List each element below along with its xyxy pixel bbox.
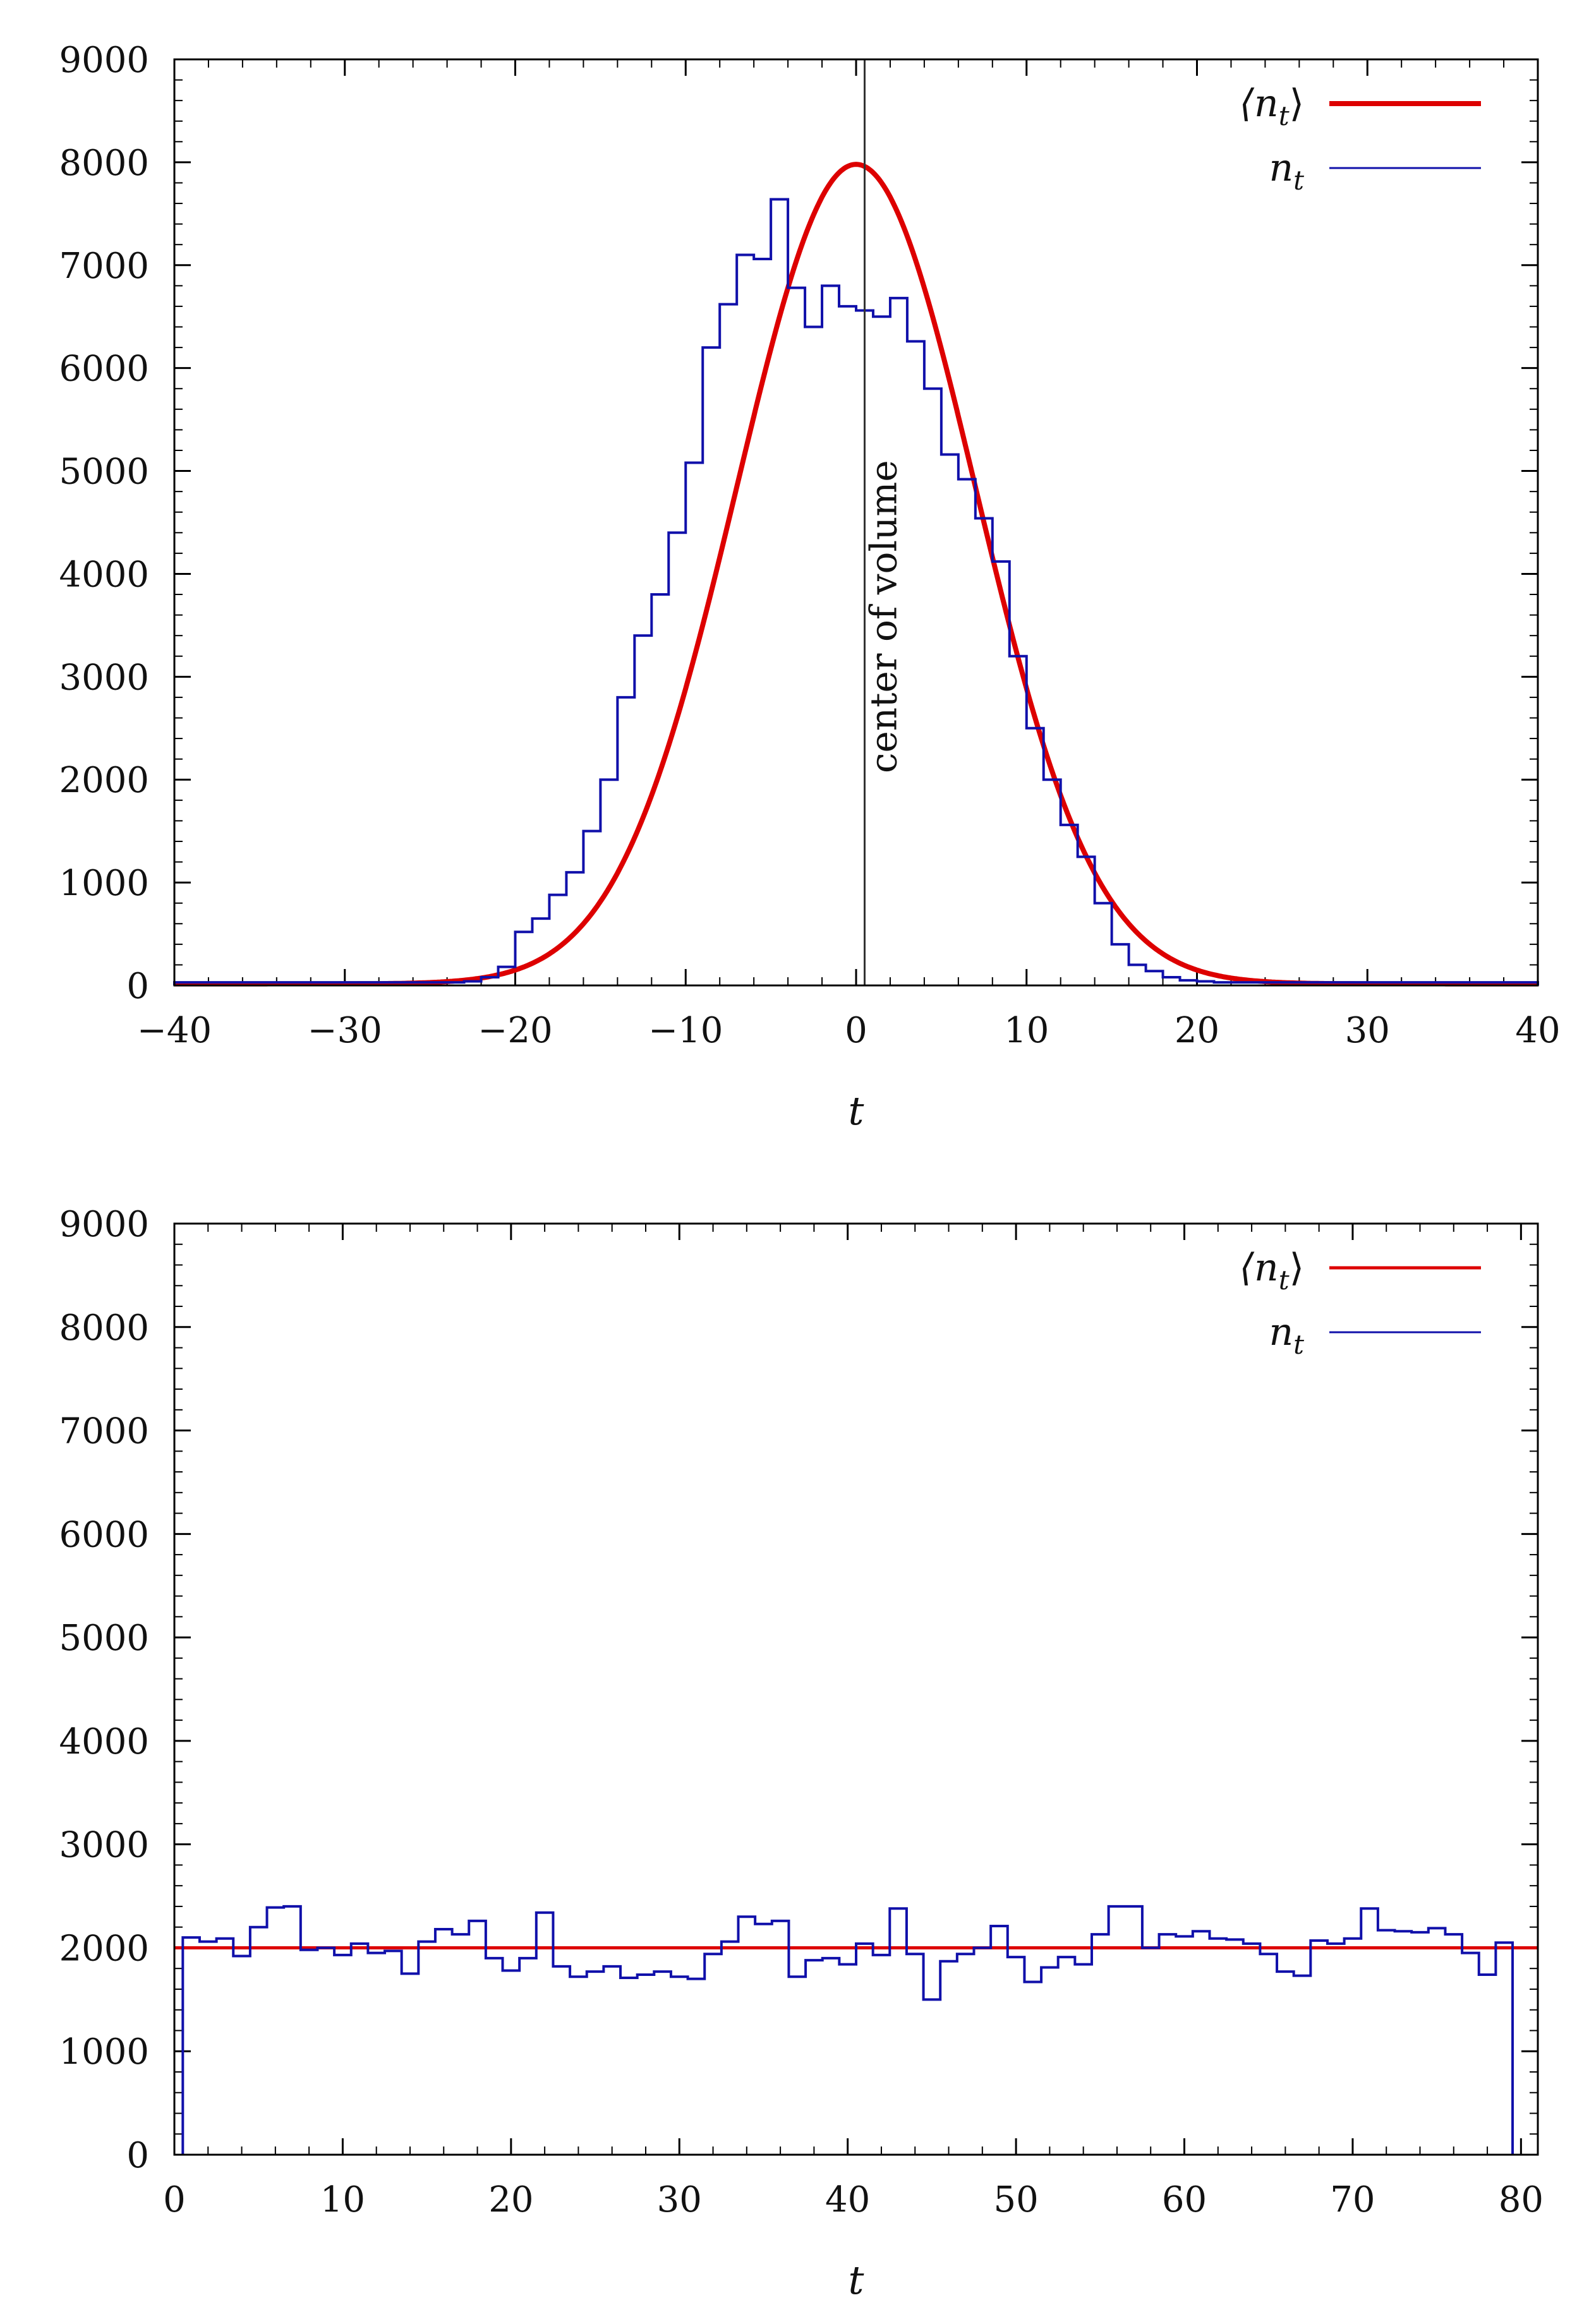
top-y-tick-label: 6000 xyxy=(59,349,149,390)
top-y-tick-label: 8000 xyxy=(59,143,149,184)
bottom-chart-x-axis-title: t xyxy=(849,2257,864,2303)
bottom-x-tick-label: 40 xyxy=(825,2179,870,2220)
top-chart-series xyxy=(173,162,1539,987)
bottom-chart-series xyxy=(174,1905,1538,2155)
top-y-tick-label: 5000 xyxy=(59,452,149,493)
bottom-x-tick-label: 20 xyxy=(488,2179,533,2220)
bottom-y-tick-label: 6000 xyxy=(59,1514,149,1555)
bottom-y-tick-label: 1000 xyxy=(59,2032,149,2073)
bottom-chart-frame xyxy=(173,1222,1539,2156)
bottom-y-tick-label: 8000 xyxy=(59,1308,149,1349)
top-series-nt-histogram xyxy=(173,198,1539,985)
top-x-tick-label: 10 xyxy=(1004,1010,1049,1051)
bottom-x-tick-label: 60 xyxy=(1162,2179,1207,2220)
bottom-x-tick-label: 80 xyxy=(1499,2179,1544,2220)
top-x-tick-label: −30 xyxy=(308,1010,382,1051)
bottom-y-tick-label: 5000 xyxy=(59,1618,149,1659)
top-y-tick-label: 4000 xyxy=(59,554,149,595)
bottom-chart-tick-labels: 0 10 20 30 40 50 60 70 80 0 1000 2000 3000 4000 5000 60… xyxy=(59,1204,1544,2220)
bottom-x-tick-label: 70 xyxy=(1330,2179,1375,2220)
top-y-tick-label: 0 xyxy=(126,966,149,1007)
top-chart-panel: center of volume −40 −30 −20 −10 0 10 20 30 40 0 1… xyxy=(59,40,1560,1134)
top-y-tick-label: 2000 xyxy=(59,760,149,801)
bottom-chart-panel: 0 10 20 30 40 50 60 70 80 0 1000 2000 3000 4000 5000 60… xyxy=(59,1204,1544,2303)
top-chart-center-line: center of volume xyxy=(862,59,905,985)
top-y-tick-label: 3000 xyxy=(59,657,149,698)
top-chart-legend: ⟨nt⟩ nt xyxy=(1240,81,1481,196)
bottom-x-tick-label: 0 xyxy=(163,2179,186,2220)
top-series-mean-nt-curve xyxy=(174,162,1538,987)
top-y-tick-label: 1000 xyxy=(59,863,149,904)
top-x-tick-label: −10 xyxy=(648,1010,723,1051)
top-x-tick-label: −40 xyxy=(137,1010,212,1051)
bottom-y-tick-label: 7000 xyxy=(59,1411,149,1452)
bottom-x-tick-label: 50 xyxy=(993,2179,1038,2220)
bottom-y-tick-label: 0 xyxy=(126,2135,149,2176)
top-x-tick-label: −20 xyxy=(478,1010,552,1051)
top-legend-label: nt xyxy=(1269,146,1304,196)
top-y-tick-label: 7000 xyxy=(59,246,149,287)
top-chart-frame xyxy=(173,58,1539,987)
bottom-x-tick-label: 10 xyxy=(320,2179,365,2220)
bottom-chart-legend: ⟨nt⟩ nt xyxy=(1240,1246,1481,1360)
bottom-x-tick-label: 30 xyxy=(657,2179,702,2220)
top-center-of-volume-label: center of volume xyxy=(862,460,905,773)
top-chart-tick-labels: −40 −30 −20 −10 0 10 20 30 40 0 1000 2000 3000 4000 50… xyxy=(59,40,1560,1051)
bottom-y-tick-label: 4000 xyxy=(59,1721,149,1762)
top-x-tick-label: 20 xyxy=(1175,1010,1219,1051)
bottom-y-tick-label: 3000 xyxy=(59,1825,149,1866)
bottom-chart-ticks xyxy=(173,1222,1538,2156)
top-chart-ticks xyxy=(173,58,1539,987)
top-x-tick-label: 30 xyxy=(1345,1010,1390,1051)
bottom-legend-label: ⟨nt⟩ xyxy=(1240,1246,1304,1296)
bottom-y-tick-label: 2000 xyxy=(59,1928,149,1969)
top-chart-x-axis-title: t xyxy=(849,1088,864,1134)
top-x-tick-label: 0 xyxy=(845,1010,867,1051)
bottom-legend-label: nt xyxy=(1269,1310,1304,1360)
top-x-tick-label: 40 xyxy=(1515,1010,1560,1051)
bottom-y-tick-label: 9000 xyxy=(59,1204,149,1245)
top-legend-label: ⟨nt⟩ xyxy=(1240,81,1304,131)
bottom-series-nt-histogram xyxy=(181,1905,1514,2155)
top-y-tick-label: 9000 xyxy=(59,40,149,81)
